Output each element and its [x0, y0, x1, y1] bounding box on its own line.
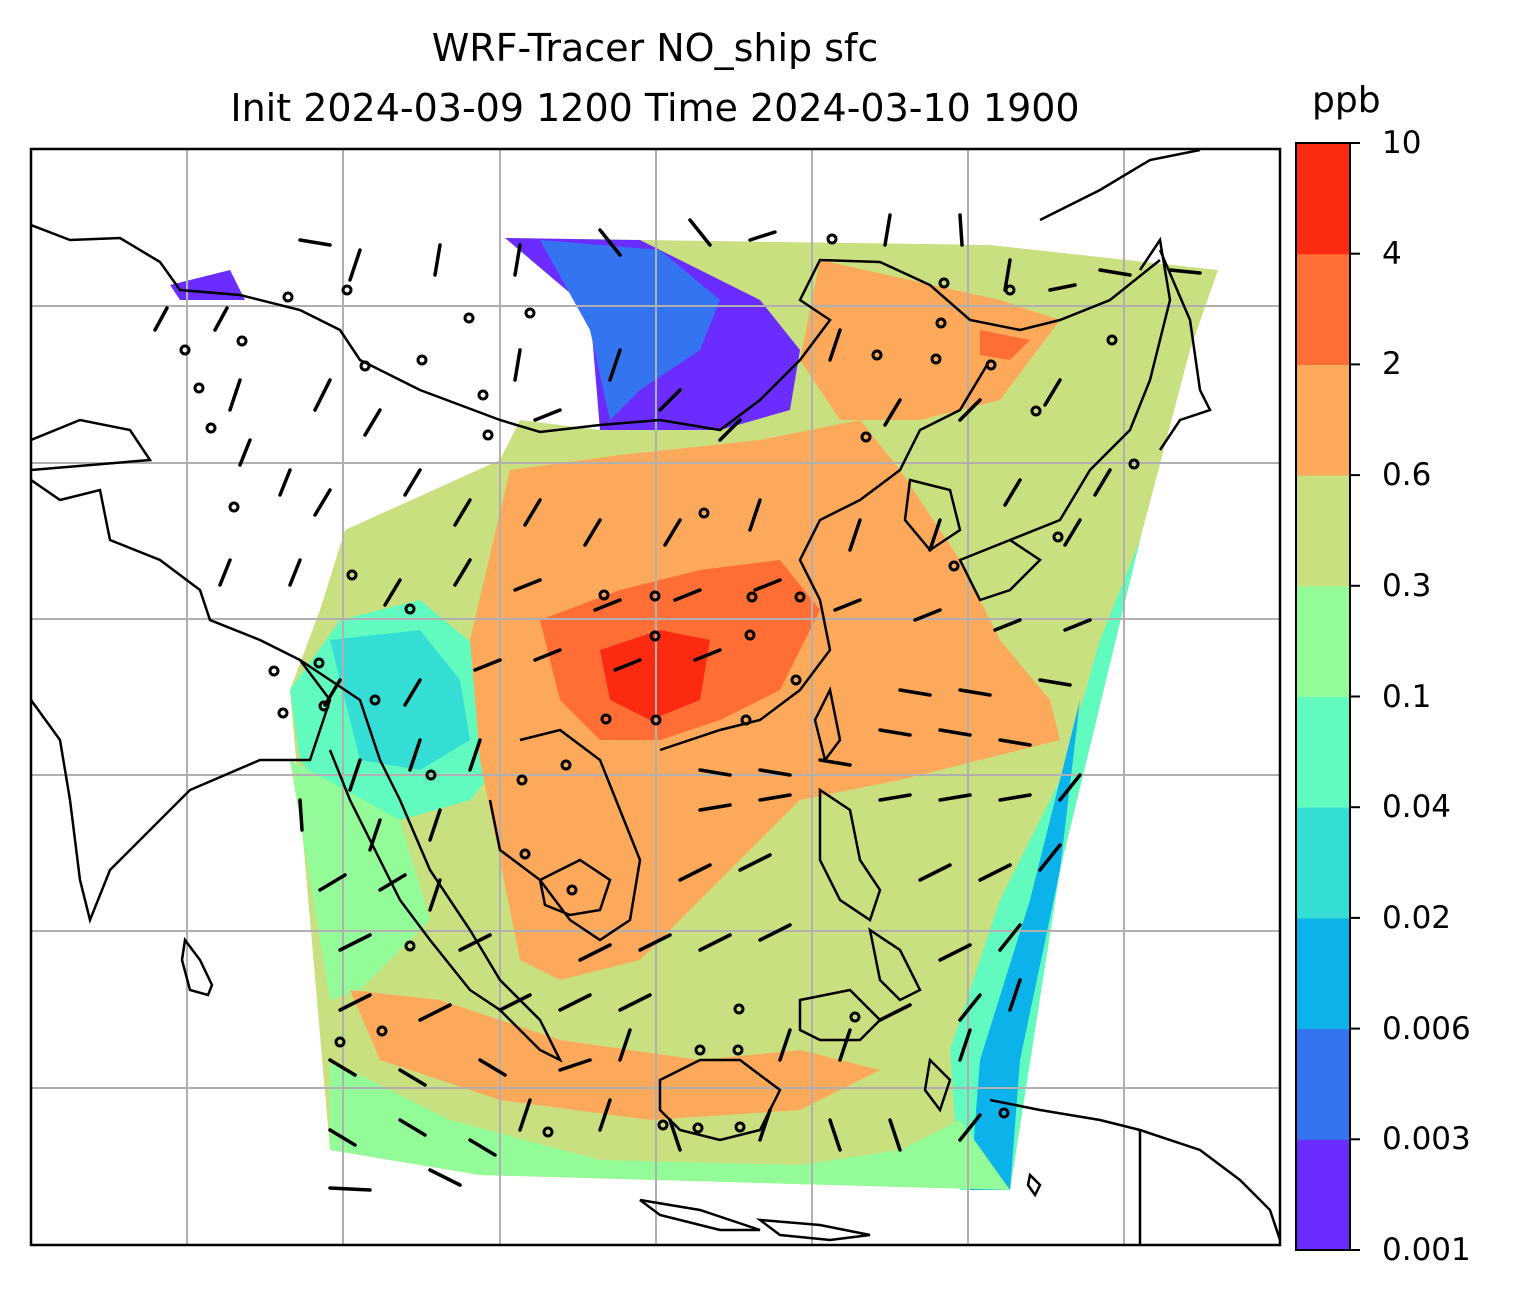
colorbar-tick-label: 0.001: [1382, 1232, 1471, 1268]
colorbar-segment: [1296, 364, 1350, 476]
colorbar-segment: [1296, 1028, 1350, 1140]
tracer-east-lower: [970, 700, 1080, 1190]
tracer-mid-central: [470, 420, 1060, 980]
tracer-low-northwest: [170, 270, 245, 300]
colorbar-tick-label: 0.006: [1382, 1010, 1471, 1047]
colorbar-tick-label: 0.3: [1382, 567, 1432, 604]
colorbar-segment: [1296, 585, 1350, 697]
colorbar-tick-label: 0.04: [1382, 789, 1452, 826]
colorbar-tick-label: 0.1: [1382, 678, 1432, 715]
coastlines: [31, 149, 1280, 1245]
map-title-line2: Init 2024-03-09 1200 Time 2024-03-10 190…: [230, 86, 1080, 130]
colorbar-segment: [1296, 475, 1350, 587]
colorbar-tick-label: 0.003: [1382, 1121, 1471, 1158]
colorbar-tick-label: 10: [1382, 125, 1422, 161]
map-frame: [29, 147, 1282, 1247]
colorbar-tick-label: 0.6: [1382, 457, 1432, 494]
colorbar-tick-label: 0.02: [1382, 899, 1452, 936]
map-title-line1: WRF-Tracer NO_ship sfc: [431, 26, 879, 70]
tracer-mid-northeast: [800, 260, 1060, 420]
wind-barbs: [153, 213, 1202, 1192]
gridlines: [31, 149, 1280, 1245]
colorbar-segment: [1296, 696, 1350, 808]
colorbar-tick-label: 4: [1382, 235, 1402, 272]
tracer-high-northeast: [980, 330, 1030, 360]
tracer-low-north-inner: [540, 240, 720, 420]
colorbar-segment: [1296, 1139, 1350, 1251]
tracer-west-strip: [290, 760, 430, 1000]
colorbar-segment: [1296, 253, 1350, 365]
colorbar-unit: ppb: [1312, 80, 1381, 121]
colorbar-segment: [1296, 807, 1350, 919]
tracer-low-west-core: [330, 630, 470, 770]
calm-wind-circles: [179, 233, 1140, 1138]
colorbar-segment: [1296, 143, 1350, 255]
colorbar-segment: [1296, 917, 1350, 1030]
colorbar-tick-label: 2: [1382, 346, 1402, 383]
